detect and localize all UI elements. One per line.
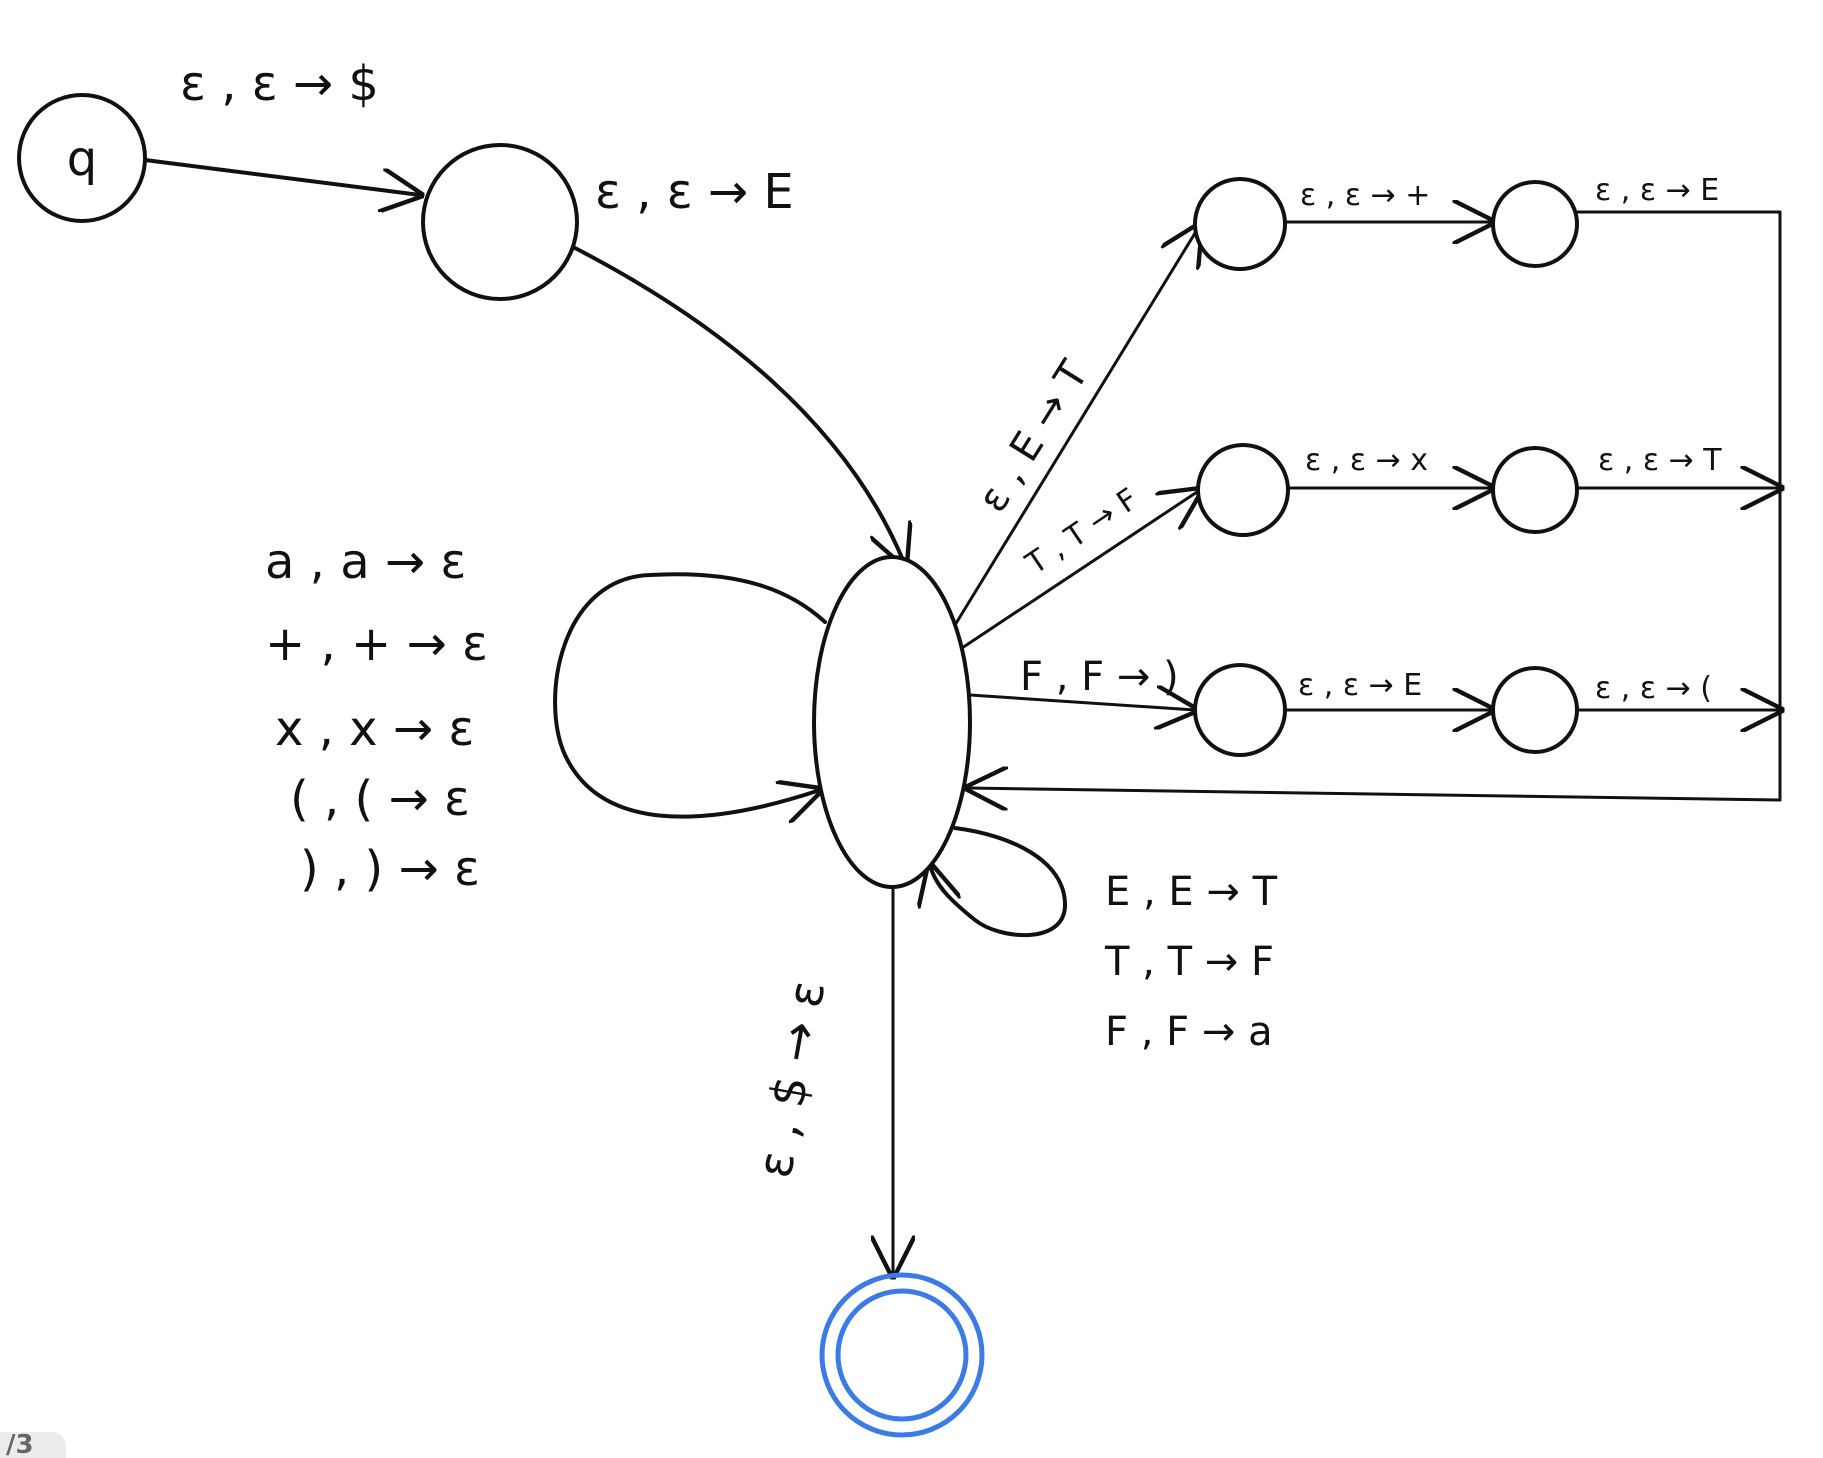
label-bot-a-to-b: ε , ε → E <box>1298 668 1422 703</box>
edge-left-loop <box>553 572 825 816</box>
label-mid-a-to-b: ε , ε → x <box>1305 443 1428 478</box>
state-bot-b <box>1491 666 1579 754</box>
state-mid-a <box>1196 443 1290 537</box>
right-loop-label: F , F → a <box>1105 1009 1273 1055</box>
edge-main-to-bot <box>968 695 1195 710</box>
page-indicator: /3 <box>0 1432 66 1458</box>
edge-main-to-mid <box>960 490 1200 650</box>
edge-q-to-s1 <box>143 158 420 195</box>
label-main-to-bot: F , F → ) <box>1020 654 1179 700</box>
accept-state <box>819 1272 985 1438</box>
state-top-b <box>1491 180 1579 268</box>
left-loop-label: ( , ( → ε <box>290 771 470 827</box>
start-state <box>17 93 147 223</box>
label-main-to-accept: ε , $ → ε <box>747 976 837 1182</box>
left-loop-label: a , a → ε <box>265 534 466 590</box>
right-loop-label: T , T → F <box>1104 939 1274 985</box>
label-s1-to-main: ε , ε → E <box>595 164 794 220</box>
left-loop-label: + , + → ε <box>265 616 488 672</box>
label-bot-b-out: ε , ε → ( <box>1595 671 1712 706</box>
left-loop-labels: a , a → ε + , + → ε x , x → ε ( , ( → ε … <box>265 534 488 897</box>
label-q-to-s1: ε , ε → $ <box>180 56 379 112</box>
edge-main-to-top <box>953 225 1200 627</box>
left-loop-label: x , x → ε <box>275 701 474 757</box>
state-bot-a <box>1193 663 1287 757</box>
edge-s1-to-main <box>573 246 905 565</box>
edge-top-b-out <box>1572 210 1782 802</box>
start-state-label: q <box>67 131 97 187</box>
edge-right-loop <box>930 826 1067 938</box>
state-mid-b <box>1491 446 1579 534</box>
label-top-b-out: ε , ε → E <box>1595 173 1719 208</box>
label-mid-b-out: ε , ε → T <box>1598 443 1722 478</box>
right-loop-labels: E , E → T T , T → F F , F → a <box>1104 869 1278 1055</box>
left-loop-label: ) , ) → ε <box>300 841 480 897</box>
label-top-a-to-b: ε , ε → + <box>1300 178 1430 213</box>
right-loop-label: E , E → T <box>1105 869 1278 915</box>
state-top-a <box>1193 177 1287 271</box>
main-state <box>812 555 972 889</box>
edge-return-to-main <box>968 788 1782 800</box>
state-s1 <box>421 143 579 301</box>
